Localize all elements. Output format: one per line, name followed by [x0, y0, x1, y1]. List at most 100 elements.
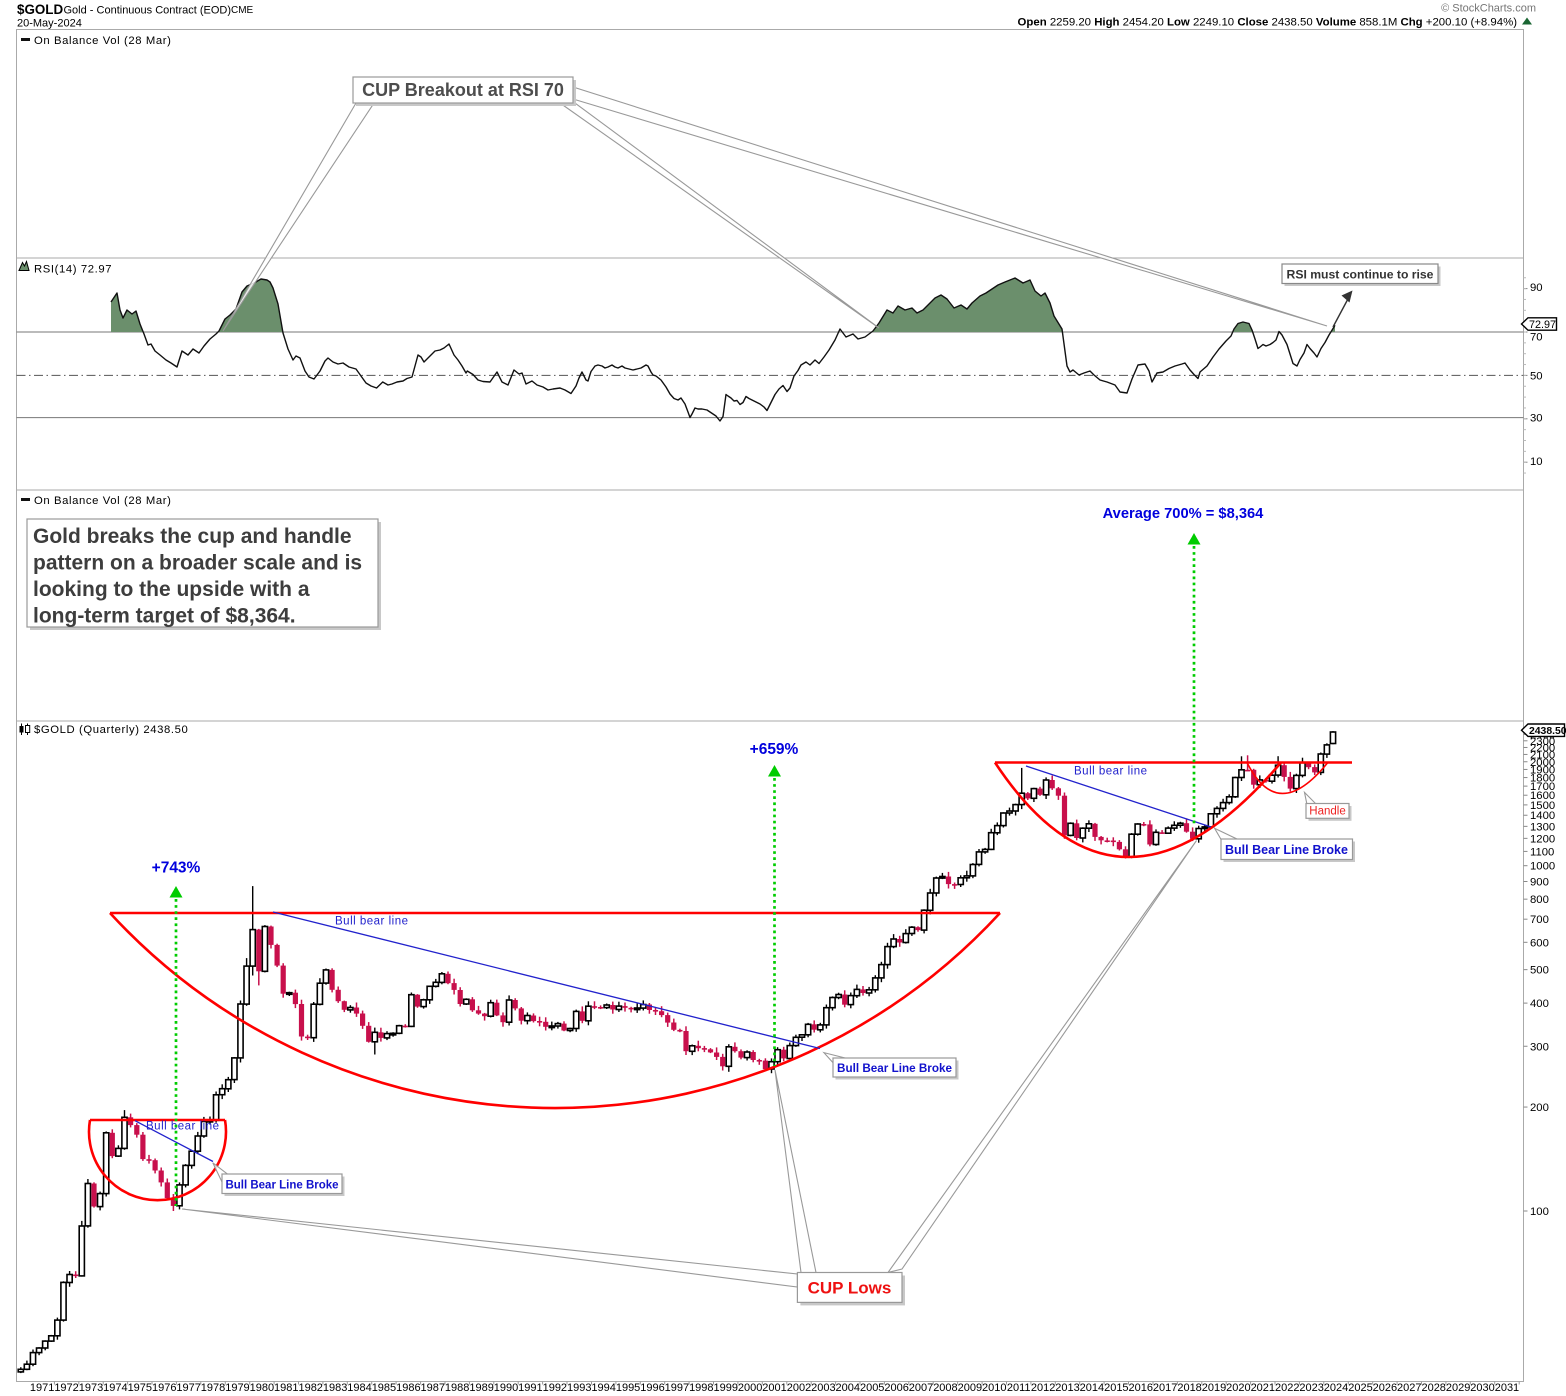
svg-text:1987: 1987: [421, 1382, 445, 1394]
svg-text:1999: 1999: [713, 1382, 737, 1394]
svg-text:1200: 1200: [1530, 833, 1555, 845]
svg-text:1900: 1900: [1530, 764, 1555, 776]
svg-text:1300: 1300: [1530, 821, 1555, 833]
svg-text:400: 400: [1530, 998, 1549, 1010]
svg-text:1985: 1985: [372, 1382, 396, 1394]
svg-text:2028: 2028: [1421, 1382, 1445, 1394]
svg-text:1990: 1990: [494, 1382, 518, 1394]
svg-text:2438.50: 2438.50: [1529, 726, 1566, 737]
svg-text:Bull Bear Line Broke: Bull Bear Line Broke: [837, 1062, 952, 1075]
svg-text:2003: 2003: [811, 1382, 835, 1394]
svg-text:1800: 1800: [1530, 773, 1555, 785]
svg-text:Gold breaks the cup and handle: Gold breaks the cup and handle: [33, 525, 352, 548]
svg-text:Bull bear line: Bull bear line: [146, 1121, 219, 1133]
svg-text:2004: 2004: [836, 1382, 860, 1394]
svg-text:1984: 1984: [347, 1382, 371, 1394]
svg-text:2008: 2008: [933, 1382, 957, 1394]
svg-text:600: 600: [1530, 937, 1549, 949]
svg-text:CUP Lows: CUP Lows: [808, 1279, 892, 1298]
svg-text:2022: 2022: [1275, 1382, 1299, 1394]
svg-text:1974: 1974: [103, 1382, 127, 1394]
svg-text:Bull Bear Line Broke: Bull Bear Line Broke: [1225, 843, 1348, 857]
svg-text:1400: 1400: [1530, 810, 1555, 822]
svg-text:2009: 2009: [958, 1382, 982, 1394]
svg-text:2021: 2021: [1251, 1382, 1275, 1394]
svg-text:2100: 2100: [1530, 749, 1555, 761]
svg-text:Bull bear line: Bull bear line: [335, 916, 408, 928]
svg-text:1980: 1980: [250, 1382, 274, 1394]
svg-text:$GOLD (Quarterly) 2438.50: $GOLD (Quarterly) 2438.50: [34, 724, 188, 736]
svg-text:1978: 1978: [201, 1382, 225, 1394]
svg-text:70: 70: [1530, 332, 1543, 344]
svg-text:20-May-2024: 20-May-2024: [17, 18, 82, 30]
svg-text:1993: 1993: [567, 1382, 591, 1394]
svg-text:2011: 2011: [1007, 1382, 1031, 1394]
svg-text:On Balance Vol (28 Mar): On Balance Vol (28 Mar): [34, 495, 172, 507]
svg-text:2005: 2005: [860, 1382, 884, 1394]
svg-text:2018: 2018: [1177, 1382, 1201, 1394]
svg-text:2007: 2007: [909, 1382, 933, 1394]
svg-text:RSI(14) 72.97: RSI(14) 72.97: [34, 264, 112, 276]
svg-text:pattern on a broader scale and: pattern on a broader scale and is: [33, 552, 362, 575]
svg-text:1998: 1998: [689, 1382, 713, 1394]
svg-text:2019: 2019: [1202, 1382, 1226, 1394]
svg-text:1700: 1700: [1530, 781, 1555, 793]
svg-text:2023: 2023: [1299, 1382, 1323, 1394]
svg-text:2200: 2200: [1530, 742, 1555, 754]
svg-text:CME: CME: [231, 5, 254, 16]
svg-text:1973: 1973: [79, 1382, 103, 1394]
svg-text:1997: 1997: [665, 1382, 689, 1394]
svg-text:1977: 1977: [176, 1382, 200, 1394]
svg-text:1981: 1981: [274, 1382, 298, 1394]
svg-text:2025: 2025: [1348, 1382, 1372, 1394]
svg-text:2000: 2000: [738, 1382, 762, 1394]
svg-text:1979: 1979: [225, 1382, 249, 1394]
svg-text:1976: 1976: [152, 1382, 176, 1394]
svg-text:1982: 1982: [298, 1382, 322, 1394]
svg-text:1994: 1994: [591, 1382, 615, 1394]
svg-text:72.97: 72.97: [1529, 319, 1556, 331]
svg-text:1996: 1996: [640, 1382, 664, 1394]
svg-text:2014: 2014: [1080, 1382, 1104, 1394]
svg-text:2017: 2017: [1153, 1382, 1177, 1394]
svg-text:700: 700: [1530, 914, 1549, 926]
svg-text:2002: 2002: [787, 1382, 811, 1394]
svg-text:1972: 1972: [54, 1382, 78, 1394]
svg-text:Average 700% = $8,364: Average 700% = $8,364: [1103, 506, 1265, 522]
svg-text:2012: 2012: [1031, 1382, 1055, 1394]
svg-text:90: 90: [1530, 282, 1543, 294]
svg-text:200: 200: [1530, 1102, 1549, 1114]
svg-text:2030: 2030: [1470, 1382, 1494, 1394]
svg-text:2024: 2024: [1324, 1382, 1348, 1394]
svg-text:+743%: +743%: [152, 860, 201, 877]
svg-text:2013: 2013: [1055, 1382, 1079, 1394]
svg-text:+659%: +659%: [750, 741, 799, 758]
svg-text:2027: 2027: [1397, 1382, 1421, 1394]
svg-text:1989: 1989: [469, 1382, 493, 1394]
svg-text:500: 500: [1530, 965, 1549, 977]
svg-text:30: 30: [1530, 413, 1543, 425]
svg-text:1975: 1975: [128, 1382, 152, 1394]
svg-text:1983: 1983: [323, 1382, 347, 1394]
svg-text:2300: 2300: [1530, 736, 1555, 748]
svg-text:Open 2259.20 High 2454.20 Lo: Open 2259.20 High 2454.20 Low 2249.10 Cl…: [1018, 17, 1518, 29]
svg-text:10: 10: [1530, 456, 1543, 468]
svg-text:100: 100: [1530, 1206, 1549, 1218]
svg-text:$GOLD: $GOLD: [17, 2, 63, 17]
svg-text:900: 900: [1530, 877, 1549, 889]
svg-text:2006: 2006: [884, 1382, 908, 1394]
svg-text:1988: 1988: [445, 1382, 469, 1394]
svg-text:Gold - Continuous Contract (EO: Gold - Continuous Contract (EOD): [64, 5, 232, 17]
svg-text:800: 800: [1530, 894, 1549, 906]
svg-text:2029: 2029: [1446, 1382, 1470, 1394]
svg-text:1500: 1500: [1530, 800, 1555, 812]
svg-text:Bull bear line: Bull bear line: [1074, 766, 1147, 778]
svg-text:RSI must continue to rise: RSI must continue to rise: [1287, 268, 1434, 282]
svg-text:Handle: Handle: [1309, 806, 1345, 818]
svg-text:300: 300: [1530, 1041, 1549, 1053]
svg-text:1992: 1992: [543, 1382, 567, 1394]
svg-text:2020: 2020: [1226, 1382, 1250, 1394]
svg-text:1986: 1986: [396, 1382, 420, 1394]
svg-text:1971: 1971: [30, 1382, 54, 1394]
svg-text:CUP Breakout at RSI 70: CUP Breakout at RSI 70: [362, 80, 564, 100]
